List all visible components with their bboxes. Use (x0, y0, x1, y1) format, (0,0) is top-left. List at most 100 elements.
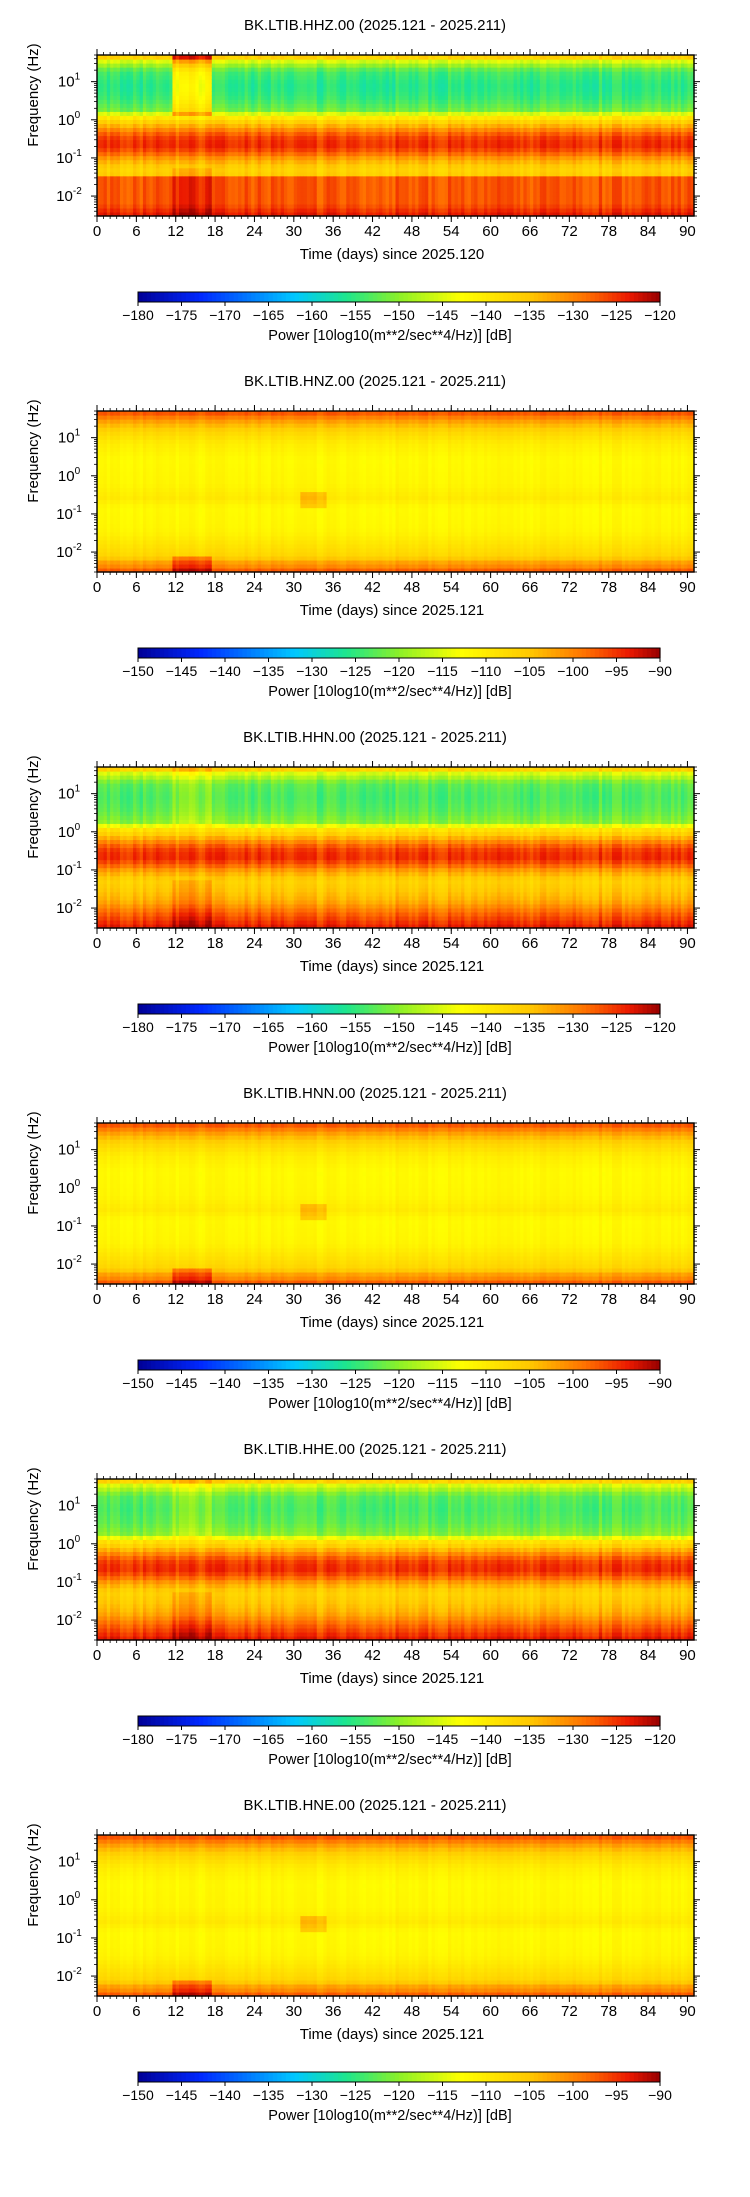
heatmap-cell (136, 131, 141, 137)
heatmap-cell (162, 131, 167, 137)
heatmap-cell (172, 59, 177, 64)
heatmap-cell (388, 191, 393, 197)
heatmap-cell (500, 171, 505, 177)
heatmap-cell (169, 119, 174, 125)
heatmap-cell (336, 91, 341, 96)
heatmap-cell (231, 67, 236, 72)
heatmap-cell (231, 103, 236, 108)
heatmap-cell (493, 83, 498, 88)
heatmap-cell (274, 59, 279, 64)
heatmap-cell (500, 83, 505, 88)
heatmap-cell (454, 131, 459, 137)
heatmap-cell (257, 63, 262, 68)
heatmap-cell (264, 191, 269, 197)
heatmap-cell (238, 55, 242, 60)
heatmap-cell (447, 183, 452, 189)
heatmap-cell (241, 135, 246, 141)
heatmap-cell (362, 111, 367, 116)
heatmap-cell (408, 83, 413, 88)
heatmap-cell (490, 147, 495, 153)
heatmap-cell (159, 175, 164, 181)
heatmap-cell (169, 135, 174, 141)
heatmap-cell (421, 103, 426, 108)
heatmap-cell (470, 83, 475, 88)
heatmap-cell (293, 71, 298, 76)
heatmap-cell (188, 111, 193, 116)
heatmap-cell (402, 59, 406, 64)
heatmap-cell (215, 123, 219, 129)
heatmap-cell (274, 67, 279, 72)
heatmap-cell (297, 135, 301, 141)
heatmap-cell (490, 131, 495, 137)
heatmap-cell (382, 75, 387, 80)
heatmap-cell (231, 167, 236, 173)
heatmap-cell (283, 95, 288, 100)
heatmap-cell (126, 183, 131, 189)
heatmap-cell (392, 123, 397, 129)
heatmap-cell (415, 171, 420, 177)
heatmap-cell (218, 79, 223, 84)
heatmap-cell (470, 115, 475, 120)
heatmap-cell (257, 199, 262, 205)
heatmap-cell (293, 115, 298, 120)
heatmap-cell (224, 111, 229, 116)
heatmap-cell (454, 183, 459, 189)
heatmap-cell (438, 131, 443, 137)
heatmap-cell (352, 87, 357, 92)
heatmap-cell (339, 67, 344, 72)
heatmap-cell (477, 95, 482, 100)
heatmap-cell (123, 75, 128, 80)
heatmap-cell (356, 171, 361, 177)
heatmap-cell (136, 179, 141, 185)
heatmap-cell (444, 59, 449, 64)
heatmap-cell (192, 55, 197, 60)
heatmap-cell (467, 115, 472, 120)
heatmap-cell (323, 79, 328, 84)
heatmap-cell (408, 127, 413, 133)
heatmap-cell (447, 143, 452, 149)
heatmap-cell (218, 55, 223, 60)
heatmap-cell (447, 159, 452, 165)
heatmap-cell (490, 115, 495, 120)
heatmap-cell (392, 187, 397, 193)
heatmap-cell (97, 211, 101, 217)
heatmap-cell (451, 199, 456, 205)
heatmap-cell (454, 163, 459, 169)
heatmap-cell (142, 119, 147, 125)
heatmap-cell (346, 95, 351, 100)
heatmap-cell (287, 139, 292, 145)
heatmap-cell (339, 167, 344, 173)
heatmap-cell (310, 79, 315, 84)
heatmap-cell (234, 171, 239, 177)
heatmap-cell (365, 171, 370, 177)
heatmap-cell (224, 95, 229, 100)
heatmap-cell (352, 191, 357, 197)
heatmap-cell (408, 163, 413, 169)
heatmap-cell (270, 95, 275, 100)
heatmap-cell (336, 87, 341, 92)
heatmap-cell (238, 63, 242, 68)
heatmap-cell (503, 155, 508, 161)
heatmap-cell (251, 83, 256, 88)
heatmap-cell (172, 123, 177, 129)
heatmap-cell (484, 127, 488, 133)
heatmap-cell (402, 207, 406, 213)
heatmap-cell (493, 187, 498, 193)
heatmap-cell (382, 151, 387, 157)
heatmap-cell (356, 191, 361, 197)
heatmap-cell (247, 55, 252, 60)
heatmap-cell (343, 111, 347, 116)
heatmap-cell (179, 63, 183, 68)
heatmap-cell (192, 75, 197, 80)
heatmap-cell (500, 67, 505, 72)
heatmap-cell (480, 135, 485, 141)
heatmap-cell (97, 115, 101, 120)
heatmap-cell (343, 63, 347, 68)
heatmap-cell (244, 127, 249, 133)
heatmap-cell (267, 107, 272, 112)
heatmap-cell (116, 63, 121, 68)
heatmap-cell (300, 151, 305, 157)
heatmap-cell (392, 107, 397, 112)
heatmap-cell (247, 123, 252, 129)
heatmap-cell (349, 131, 354, 137)
